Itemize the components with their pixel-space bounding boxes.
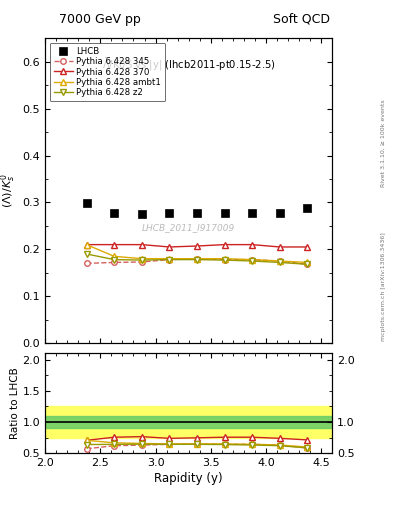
Bar <box>45 416 332 428</box>
Text: mcplots.cern.ch [arXiv:1306.3436]: mcplots.cern.ch [arXiv:1306.3436] <box>381 232 386 341</box>
LHCB <box>112 210 116 216</box>
Line: Pythia 6.428 370: Pythia 6.428 370 <box>83 242 310 250</box>
Pythia 6.428 370 <box>250 242 254 248</box>
Y-axis label: Ratio to LHCB: Ratio to LHCB <box>10 367 20 439</box>
LHCB <box>250 210 254 216</box>
Text: LHCB_2011_I917009: LHCB_2011_I917009 <box>142 223 235 232</box>
Pythia 6.428 z2 <box>305 261 310 267</box>
Pythia 6.428 ambt1 <box>277 258 282 264</box>
Pythia 6.428 345 <box>250 257 254 263</box>
Pythia 6.428 z2 <box>222 257 227 263</box>
Pythia 6.428 ambt1 <box>84 242 89 248</box>
X-axis label: Rapidity (y): Rapidity (y) <box>154 472 223 485</box>
LHCB <box>305 205 310 211</box>
Pythia 6.428 370 <box>112 242 116 248</box>
Pythia 6.428 370 <box>195 243 199 249</box>
Pythia 6.428 z2 <box>195 257 199 263</box>
Pythia 6.428 ambt1 <box>222 255 227 262</box>
Pythia 6.428 ambt1 <box>195 255 199 262</box>
LHCB <box>167 210 172 216</box>
Legend: LHCB, Pythia 6.428 345, Pythia 6.428 370, Pythia 6.428 ambt1, Pythia 6.428 z2: LHCB, Pythia 6.428 345, Pythia 6.428 370… <box>50 42 165 101</box>
Text: 7000 GeV pp: 7000 GeV pp <box>59 13 141 26</box>
Pythia 6.428 345 <box>140 259 144 265</box>
Pythia 6.428 z2 <box>140 257 144 263</box>
LHCB <box>140 211 144 217</box>
Pythia 6.428 z2 <box>167 257 172 263</box>
Pythia 6.428 z2 <box>84 251 89 257</box>
Pythia 6.428 370 <box>277 244 282 250</box>
Line: Pythia 6.428 ambt1: Pythia 6.428 ambt1 <box>83 242 310 266</box>
Pythia 6.428 345 <box>112 260 116 266</box>
Pythia 6.428 370 <box>84 242 89 248</box>
Pythia 6.428 370 <box>222 242 227 248</box>
LHCB <box>195 210 199 216</box>
Pythia 6.428 370 <box>305 244 310 250</box>
Pythia 6.428 345 <box>195 255 199 262</box>
Pythia 6.428 z2 <box>112 257 116 263</box>
Pythia 6.428 ambt1 <box>305 260 310 266</box>
Pythia 6.428 ambt1 <box>167 255 172 262</box>
LHCB <box>84 200 89 206</box>
Pythia 6.428 345 <box>222 257 227 263</box>
Text: Soft QCD: Soft QCD <box>273 13 330 26</box>
Pythia 6.428 370 <box>140 242 144 248</box>
Y-axis label: $\bar{(\Lambda)}/K^0_s$: $\bar{(\Lambda)}/K^0_s$ <box>0 174 18 208</box>
Pythia 6.428 345 <box>167 257 172 263</box>
Text: $\bar{\Lambda}$/K0S vs |y| (lhcb2011-pt0.15-2.5): $\bar{\Lambda}$/K0S vs |y| (lhcb2011-pt0… <box>102 57 275 73</box>
LHCB <box>277 210 282 216</box>
Line: Pythia 6.428 345: Pythia 6.428 345 <box>84 256 310 267</box>
Line: LHCB: LHCB <box>83 200 311 218</box>
Pythia 6.428 z2 <box>250 258 254 264</box>
Pythia 6.428 ambt1 <box>250 257 254 263</box>
Pythia 6.428 ambt1 <box>140 255 144 262</box>
Text: Rivet 3.1.10, ≥ 100k events: Rivet 3.1.10, ≥ 100k events <box>381 99 386 187</box>
Bar <box>45 407 332 438</box>
Pythia 6.428 345 <box>84 260 89 266</box>
Pythia 6.428 345 <box>305 261 310 267</box>
Pythia 6.428 345 <box>277 258 282 264</box>
Pythia 6.428 ambt1 <box>112 253 116 260</box>
LHCB <box>222 210 227 216</box>
Line: Pythia 6.428 z2: Pythia 6.428 z2 <box>84 251 310 267</box>
Pythia 6.428 370 <box>167 244 172 250</box>
Pythia 6.428 z2 <box>277 260 282 266</box>
